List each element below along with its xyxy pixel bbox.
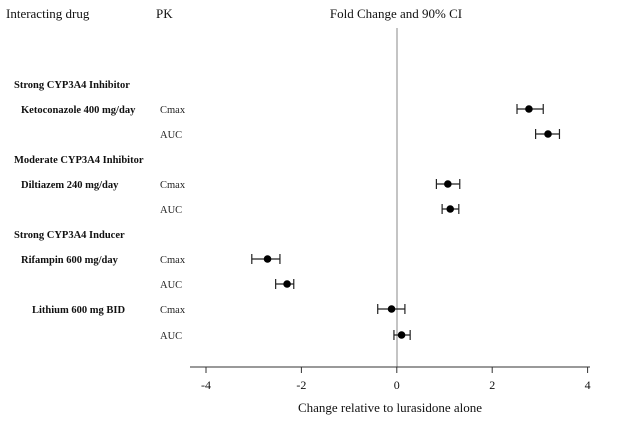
forest-row-9 — [377, 304, 406, 314]
drug-label: Diltiazem 240 mg/day — [21, 180, 119, 191]
forest-row-2 — [535, 129, 561, 139]
group-label: Strong CYP3A4 Inhibitor — [14, 80, 130, 91]
header-interacting-drug: Interacting drug — [6, 6, 90, 21]
point-estimate — [263, 255, 272, 263]
header-pk: PK — [156, 6, 173, 21]
point-estimate — [283, 280, 291, 288]
pk-label: AUC — [160, 280, 182, 291]
x-tick-label: 0 — [394, 378, 400, 392]
forest-row-4 — [435, 179, 461, 189]
pk-label: Cmax — [160, 255, 186, 266]
group-label: Moderate CYP3A4 Inhibitor — [14, 155, 144, 166]
forest-row-5 — [441, 204, 460, 214]
forest-row-8 — [275, 279, 295, 289]
point-estimate — [387, 305, 396, 313]
point-estimate — [525, 105, 533, 113]
x-tick-label: 4 — [585, 378, 591, 392]
pk-label: AUC — [160, 205, 182, 216]
pk-label: Cmax — [160, 105, 186, 116]
x-tick-label: 2 — [489, 378, 495, 392]
pk-label: AUC — [160, 130, 182, 141]
drug-label: Lithium 600 mg BID — [32, 305, 125, 316]
forest-row-7 — [251, 254, 281, 264]
forest-row-10 — [393, 330, 411, 340]
point-estimate — [397, 331, 406, 339]
pk-label: AUC — [160, 331, 182, 342]
forest-row-1 — [516, 104, 544, 114]
point-estimate — [544, 130, 552, 138]
drug-label: Ketoconazole 400 mg/day — [21, 105, 136, 116]
x-axis-label: Change relative to lurasidone alone — [298, 400, 482, 415]
group-label: Strong CYP3A4 Inducer — [14, 230, 125, 241]
x-tick-label: -2 — [296, 378, 306, 392]
point-estimate — [444, 180, 452, 188]
pk-label: Cmax — [160, 305, 186, 316]
pk-label: Cmax — [160, 180, 186, 191]
drug-label: Rifampin 600 mg/day — [21, 255, 119, 266]
point-estimate — [446, 205, 455, 213]
x-tick-label: -4 — [201, 378, 211, 392]
chart-title: Fold Change and 90% CI — [330, 6, 462, 21]
